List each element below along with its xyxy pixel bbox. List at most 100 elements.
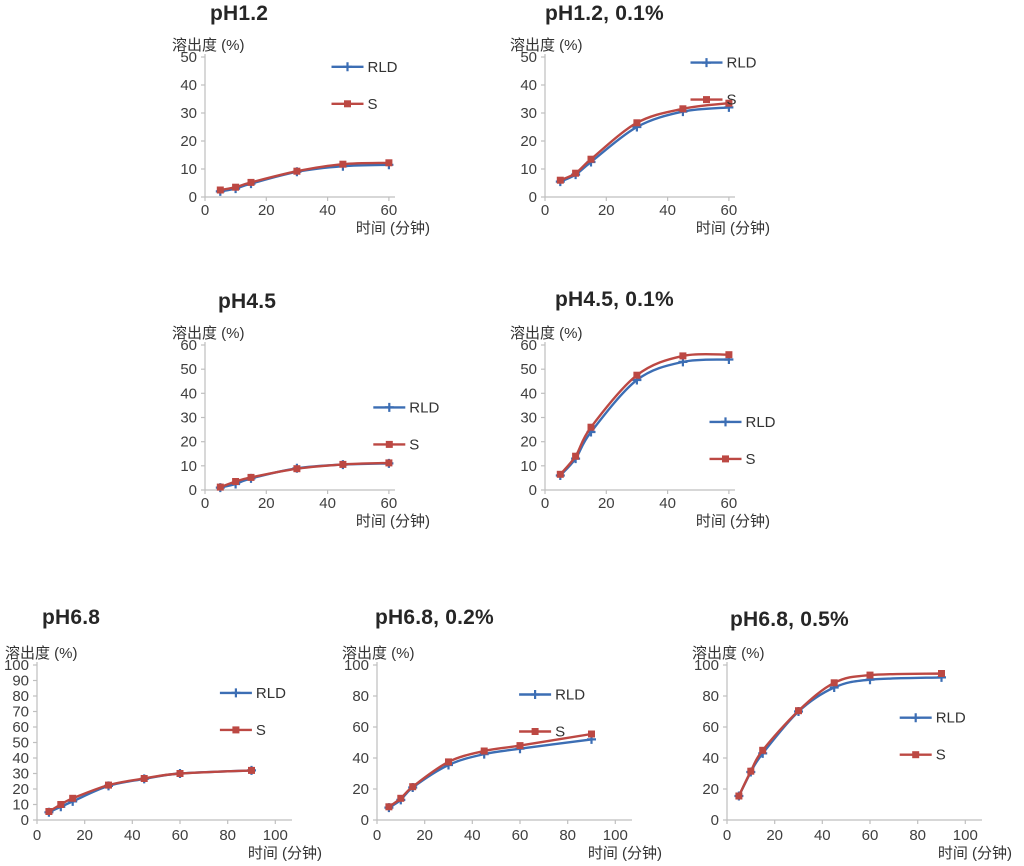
y-axis-title: 溶出度 (%)	[172, 37, 245, 54]
chart-title: pH1.2, 0.1%	[545, 2, 664, 25]
x-tick-label: 40	[659, 495, 676, 512]
x-tick-label: 40	[464, 827, 481, 844]
y-axis-title: 溶出度 (%)	[342, 645, 415, 662]
marker-square	[385, 159, 393, 167]
y-tick-label: 20	[12, 781, 29, 798]
marker-square	[587, 155, 595, 163]
y-tick-label: 50	[180, 361, 197, 378]
chart-ph68: pH6.8 0 10 20 30 40 50 60 70 80 90 100 0 20 40 60 80 100…	[0, 598, 334, 866]
marker-square	[480, 747, 488, 755]
marker-square	[293, 465, 301, 473]
marker-square	[866, 671, 874, 679]
marker-plus	[343, 62, 352, 72]
marker-square	[725, 99, 733, 107]
marker-plus	[911, 713, 921, 723]
series-line-rld	[559, 358, 729, 477]
y-tick-label: 40	[352, 750, 369, 767]
marker-square	[248, 766, 255, 774]
marker-square	[293, 167, 301, 175]
marker-plus	[530, 690, 540, 699]
marker-square	[57, 801, 65, 808]
x-axis-title: 时间 (分钟)	[696, 220, 770, 237]
y-tick-label: 0	[21, 812, 29, 829]
x-tick-label: 100	[953, 827, 978, 844]
marker-square	[216, 483, 224, 491]
series-line-s	[48, 769, 252, 813]
marker-square	[759, 746, 767, 754]
marker-square	[409, 783, 417, 791]
y-tick-label: 20	[180, 133, 197, 150]
x-axis-title: 时间 (分钟)	[356, 513, 430, 530]
y-tick-label: 10	[180, 161, 197, 178]
y-tick-label: 70	[12, 704, 29, 721]
x-tick-label: 20	[598, 495, 615, 512]
x-tick-label: 60	[721, 202, 738, 219]
legend-label-rld: RLD	[746, 414, 776, 431]
x-tick-label: 80	[559, 827, 576, 844]
y-axis-title: 溶出度 (%)	[510, 37, 583, 54]
chart-ph68-05: pH6.8, 0.5% 0 20 40 60 80 100 0 20 40 60 80 100 溶出度 …	[690, 598, 1024, 866]
marker-square	[747, 767, 755, 775]
y-tick-label: 10	[520, 161, 537, 178]
x-tick-label: 0	[723, 827, 731, 844]
y-tick-label: 10	[520, 458, 537, 475]
legend-label-s: S	[368, 96, 378, 113]
x-tick-label: 20	[598, 202, 615, 219]
y-tick-label: 60	[12, 719, 29, 736]
y-tick-label: 0	[189, 482, 197, 499]
chart-title: pH6.8, 0.2%	[375, 606, 494, 629]
legend-label-s: S	[936, 747, 946, 764]
x-tick-label: 20	[258, 495, 275, 512]
y-tick-label: 40	[702, 750, 719, 767]
marker-square	[385, 459, 393, 467]
y-tick-label: 100	[4, 657, 29, 674]
x-tick-label: 60	[721, 495, 738, 512]
y-tick-label: 10	[180, 458, 197, 475]
marker-square	[176, 770, 184, 777]
marker-square	[216, 186, 224, 194]
x-tick-label: 0	[373, 827, 381, 844]
chart-ph68-02: pH6.8, 0.2% 0 20 40 60 80 100 0 20 40 60 80 100 溶出度 …	[340, 598, 674, 866]
y-tick-label: 20	[702, 781, 719, 798]
chart-title: pH6.8, 0.5%	[730, 608, 849, 631]
chart-title: pH4.5	[218, 290, 277, 313]
y-tick-label: 80	[352, 688, 369, 705]
marker-square	[105, 781, 112, 789]
legend-label-rld: RLD	[409, 399, 439, 416]
x-tick-label: 100	[263, 827, 288, 844]
marker-square	[232, 726, 240, 734]
y-tick-label: 60	[352, 719, 369, 736]
x-tick-label: 60	[512, 827, 529, 844]
x-tick-label: 40	[319, 202, 336, 219]
series-line-rld	[737, 676, 942, 797]
y-tick-label: 40	[520, 385, 537, 402]
legend-label-s: S	[555, 724, 565, 741]
y-tick-label: 30	[12, 766, 29, 783]
x-tick-label: 60	[381, 495, 398, 512]
y-tick-label: 0	[529, 189, 537, 206]
marker-square	[344, 100, 351, 108]
marker-square	[45, 808, 53, 815]
marker-square	[830, 679, 838, 687]
x-tick-label: 80	[219, 827, 236, 844]
y-tick-label: 0	[711, 812, 719, 829]
chart-title: pH1.2	[210, 2, 269, 25]
marker-square	[703, 96, 710, 104]
marker-square	[232, 183, 240, 191]
marker-square	[572, 452, 580, 460]
y-tick-label: 30	[520, 410, 537, 427]
x-tick-label: 60	[172, 827, 189, 844]
y-tick-label: 50	[180, 49, 197, 66]
marker-square	[531, 728, 539, 735]
x-axis-title: 时间 (分钟)	[588, 845, 662, 862]
y-tick-label: 80	[702, 688, 719, 705]
marker-square	[633, 371, 641, 379]
x-tick-label: 60	[862, 827, 879, 844]
marker-square	[679, 352, 687, 360]
x-axis-title: 时间 (分钟)	[248, 845, 322, 862]
y-tick-label: 30	[180, 410, 197, 427]
marker-square	[385, 803, 393, 811]
marker-square	[556, 470, 564, 478]
marker-square	[795, 707, 802, 715]
